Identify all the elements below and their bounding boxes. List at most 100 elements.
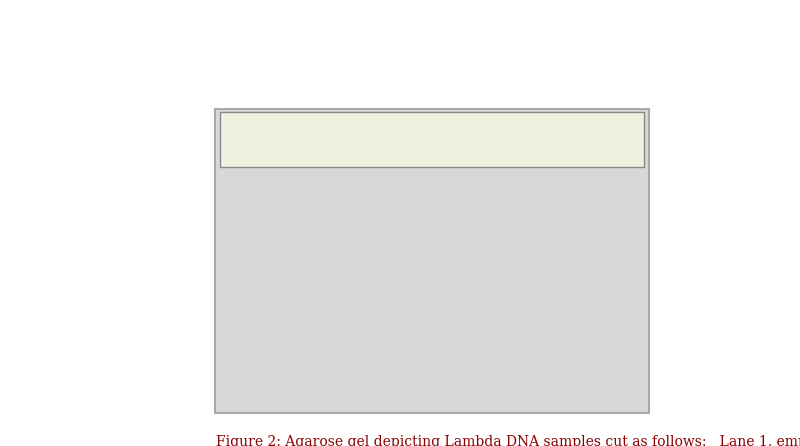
Bar: [514, 252, 534, 256]
Bar: [466, 290, 490, 297]
Bar: [406, 314, 414, 318]
Bar: [400, 231, 420, 235]
Bar: [406, 311, 414, 315]
Bar: [405, 240, 415, 245]
Text: 8: 8: [521, 145, 528, 158]
Bar: [405, 263, 415, 267]
Bar: [315, 265, 335, 268]
Bar: [356, 244, 379, 251]
Bar: [405, 250, 415, 255]
Bar: [405, 256, 415, 261]
Bar: [468, 270, 488, 273]
Bar: [406, 321, 414, 325]
Bar: [404, 183, 416, 187]
Bar: [404, 223, 416, 227]
Bar: [356, 264, 379, 270]
Bar: [315, 306, 335, 310]
Bar: [398, 227, 425, 232]
Bar: [404, 190, 416, 194]
Bar: [405, 281, 414, 285]
Bar: [405, 274, 415, 278]
Bar: [406, 292, 414, 296]
Bar: [356, 310, 379, 317]
Bar: [468, 316, 488, 320]
Text: 1: 1: [246, 145, 252, 158]
Bar: [356, 334, 379, 341]
Bar: [404, 199, 416, 203]
Bar: [406, 293, 414, 298]
Bar: [466, 268, 490, 275]
Bar: [406, 330, 414, 334]
Bar: [314, 244, 337, 251]
Bar: [405, 234, 415, 239]
Bar: [405, 237, 415, 242]
Text: 6: 6: [445, 145, 452, 158]
Bar: [406, 282, 414, 286]
Bar: [406, 297, 414, 301]
Bar: [398, 230, 422, 236]
Bar: [406, 319, 414, 323]
Text: 4: 4: [364, 145, 371, 158]
Bar: [405, 261, 415, 266]
Bar: [404, 228, 415, 232]
Bar: [406, 317, 414, 322]
Bar: [403, 182, 416, 186]
Bar: [406, 322, 414, 326]
Bar: [513, 234, 536, 241]
Bar: [404, 209, 416, 213]
Bar: [405, 236, 415, 240]
Bar: [468, 292, 488, 295]
Bar: [511, 231, 538, 244]
Bar: [358, 335, 378, 339]
Bar: [404, 218, 416, 223]
Bar: [354, 282, 381, 295]
Bar: [405, 253, 415, 258]
Bar: [406, 333, 414, 338]
Text: 3: 3: [322, 145, 329, 158]
Bar: [400, 245, 420, 249]
Bar: [405, 260, 415, 264]
Text: 2: 2: [279, 145, 286, 158]
Bar: [314, 264, 337, 270]
Bar: [404, 204, 416, 208]
Bar: [220, 167, 644, 184]
Bar: [405, 273, 415, 277]
Bar: [464, 287, 491, 300]
Bar: [404, 201, 416, 205]
Bar: [404, 212, 416, 216]
Bar: [406, 290, 414, 294]
Bar: [406, 303, 414, 307]
Bar: [405, 279, 414, 283]
Bar: [354, 330, 381, 344]
Bar: [406, 301, 414, 306]
Bar: [405, 268, 415, 272]
Bar: [312, 240, 338, 254]
Bar: [405, 245, 415, 250]
Bar: [406, 295, 414, 299]
Text: 5: 5: [406, 145, 414, 158]
Bar: [405, 269, 415, 274]
Bar: [514, 272, 534, 276]
Bar: [514, 235, 534, 240]
Bar: [404, 231, 415, 235]
Bar: [404, 210, 416, 215]
Bar: [404, 194, 416, 198]
Bar: [406, 308, 414, 312]
Bar: [464, 264, 491, 278]
Bar: [511, 267, 538, 281]
Bar: [404, 205, 416, 210]
Bar: [405, 264, 415, 269]
Bar: [513, 252, 536, 258]
Bar: [397, 209, 423, 222]
Bar: [406, 313, 414, 317]
Bar: [406, 316, 414, 320]
Bar: [406, 305, 414, 309]
Bar: [466, 315, 490, 322]
Bar: [405, 248, 415, 253]
Bar: [406, 335, 414, 339]
Bar: [405, 239, 415, 244]
Bar: [312, 260, 338, 273]
Bar: [513, 271, 536, 278]
Bar: [464, 248, 491, 261]
Bar: [406, 287, 414, 291]
